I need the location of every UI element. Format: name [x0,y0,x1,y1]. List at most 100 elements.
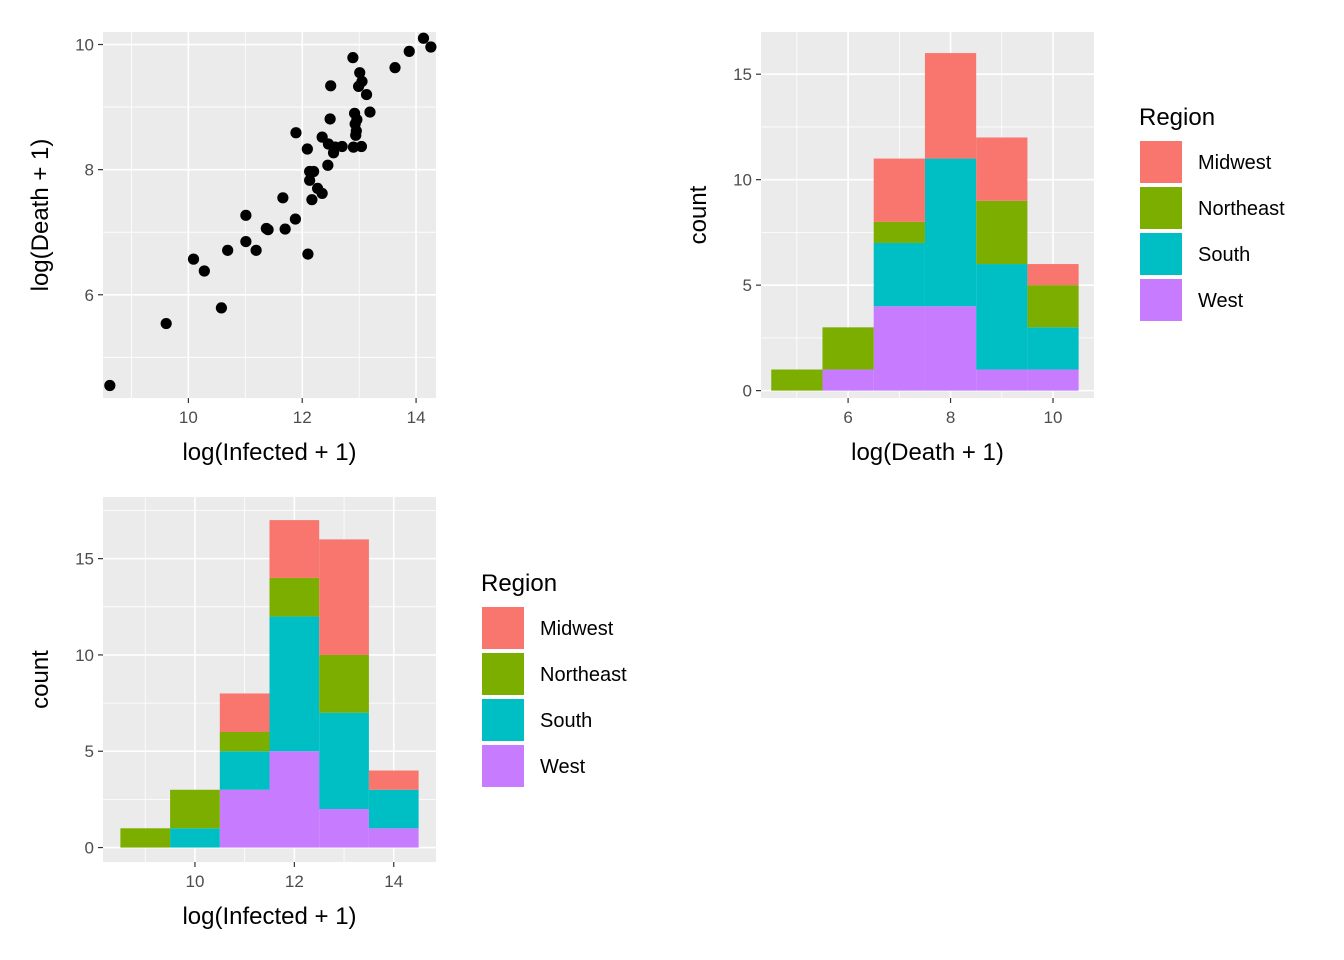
bar-west [924,306,977,391]
legend-label-northeast: Northeast [540,664,627,686]
y-tick-label: 0 [743,382,752,401]
scatter-point [351,113,363,126]
legend-key-northeast [1138,185,1184,231]
bar-midwest [924,53,977,159]
scatter-point [262,224,274,236]
scatter-point [350,125,362,137]
scatter-point [324,113,336,125]
y-axis-title: log(Death + 1) [27,139,54,292]
x-tick-label: 14 [407,408,426,427]
legend-key-northeast [480,651,526,697]
panel-3: 10 12 14 0 5 10 15 log(Infected + 1) count Region… [27,497,627,930]
x-tick-label: 8 [946,408,955,427]
bar-west [822,369,874,391]
bar-northeast [873,221,925,243]
panel-1: 10 12 14 6 8 10 log(Infected + 1) log(Death + 1… [27,32,437,466]
scatter-point [304,174,316,186]
bar-northeast [120,828,171,848]
scatter-point [290,127,302,139]
scatter-point [417,32,430,44]
bar-midwest [219,693,270,732]
scatter-point [187,253,200,265]
bar-northeast [219,731,270,752]
scatter-point [356,75,368,88]
scatter-point [325,80,337,92]
y-tick-label: 5 [743,276,752,295]
bar-west [219,789,270,848]
legend-title: Region [481,570,557,597]
scatter-point [160,317,172,330]
scatter-point [360,88,373,101]
y-axis-title: count [27,650,54,709]
y-tick-label: 6 [85,286,94,305]
bar-northeast [976,200,1028,265]
legend-label-northeast: Northeast [1198,198,1285,220]
bar-midwest [1027,264,1079,286]
scatter-point [355,140,368,153]
scatter-point [425,41,437,53]
scatter-point [198,265,210,277]
legend-label-south: South [1198,244,1250,266]
bar-northeast [170,789,220,829]
legend-label-west: West [1198,290,1244,312]
bar-northeast [1027,285,1079,328]
scatter-point [222,244,234,256]
bar-south [1027,327,1079,370]
scatter-point [403,45,415,57]
bar-south [924,158,977,307]
bar-west [873,306,925,391]
y-tick-label: 0 [85,839,94,858]
x-axis-title: log(Death + 1) [851,439,1004,466]
bar-west [319,809,369,848]
x-tick-label: 6 [843,408,852,427]
bar-west [368,828,419,848]
legend-label-midwest: Midwest [1198,152,1272,174]
scatter-point [364,106,376,118]
scatter-point [277,192,289,204]
scatter-point [215,302,227,314]
x-tick-label: 14 [384,872,403,891]
scatter-point [104,379,116,392]
scatter-point [279,223,291,235]
x-axis-title: log(Infected + 1) [182,903,356,930]
bar-south [976,264,1028,370]
panel-background [103,32,436,398]
y-tick-label: 5 [85,742,94,761]
bar-northeast [269,577,320,617]
scatter-point [336,140,348,153]
y-axis-title: count [685,185,712,244]
y-tick-label: 10 [75,36,94,55]
legend-label-midwest: Midwest [540,618,614,640]
scatter-point [302,248,314,260]
bar-midwest [873,158,925,222]
scatter-point [347,52,359,64]
scatter-point [316,187,328,200]
scatter-point [347,141,360,153]
y-tick-label: 10 [75,646,94,665]
legend-key-west [480,743,526,789]
legend: Region Midwest Northeast South West [480,570,627,789]
legend-title: Region [1139,104,1215,131]
y-tick-label: 8 [85,161,94,180]
bar-south [269,616,320,752]
y-tick-label: 10 [733,171,752,190]
legend-key-midwest [1138,139,1184,185]
x-tick-label: 10 [179,408,198,427]
legend-key-south [480,697,526,743]
legend-key-south [1138,231,1184,277]
bar-northeast [771,369,823,391]
bar-south [319,712,369,810]
x-axis-title: log(Infected + 1) [182,439,356,466]
scatter-point [240,209,252,221]
x-tick-label: 12 [285,872,304,891]
bar-midwest [368,770,419,790]
scatter-point [240,235,252,248]
bar-midwest [319,539,369,655]
y-tick-label: 15 [733,65,752,84]
bar-south [170,828,220,848]
x-tick-label: 10 [1044,408,1063,427]
panel-2: 6 8 10 0 5 10 15 log(Death + 1) count Region Midwe… [685,32,1285,466]
bar-south [368,789,419,829]
x-tick-label: 10 [185,872,204,891]
